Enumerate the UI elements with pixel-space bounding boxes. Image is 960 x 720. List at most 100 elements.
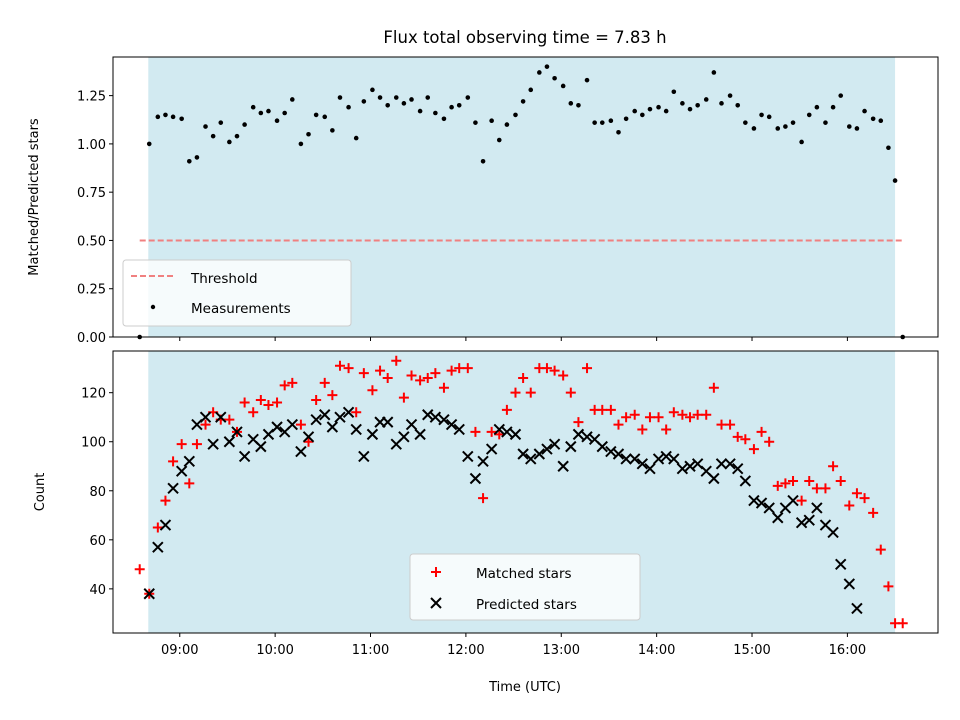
bottom-y-tick-label: 40 [89,583,106,598]
predicted-star-point [612,448,625,460]
matched-star-point [613,419,624,430]
measurement-point [504,122,510,127]
measurement-point [814,104,820,110]
measurement-point [592,120,597,125]
measurement-point [520,99,526,104]
matched-star-point [279,380,290,391]
matched-star-point [438,382,449,393]
measurement-point [830,104,836,110]
matched-star-point [327,390,338,401]
predicted-star-point [715,458,728,470]
predicted-star-point [358,450,370,463]
measurement-point [783,124,788,129]
matched-star-point [844,500,855,511]
measurement-point [480,158,486,164]
measurement-point [799,139,804,145]
matched-star-point [748,444,759,455]
matched-star-point [701,409,712,420]
measurement-point [584,77,590,83]
matched-star-point [358,368,369,379]
measurement-point [599,120,605,125]
predicted-star-point [652,453,665,465]
measurement-point [640,112,645,118]
bottom-legend: Matched stars Predicted stars [409,553,641,621]
matched-star-point [565,387,576,398]
predicted-star-point [183,455,196,468]
matched-star-point [224,414,235,425]
predicted-star-point [366,428,379,441]
measurement-point [576,102,581,108]
bottom-x-axis-label: Time (UTC) [488,680,561,695]
matched-star-point [804,475,815,486]
matched-star-point [168,456,179,467]
matched-star-point [868,507,879,518]
predicted-star-point [763,502,775,514]
matched-star-point [176,439,187,450]
matched-star-point [597,404,608,415]
predicted-star-point [405,418,418,431]
predicted-star-point [748,494,760,507]
matched-star-point [835,475,846,486]
top-axes-frame [112,56,939,338]
matched-star-point [191,439,202,450]
matched-star-point [272,397,283,408]
predicted-star-point [684,460,696,472]
measurement-point [854,126,860,131]
predicted-star-point [501,426,513,438]
measurement-point [441,116,447,122]
matched-star-point [668,407,679,418]
measurement-point [743,120,748,125]
matched-star-point [351,407,362,418]
measurement-point [623,116,629,122]
bottom-x-tick-label: 15:00 [733,643,770,658]
measurement-point [616,130,621,135]
predicted-star-point [477,455,489,468]
predicted-star-point [843,578,856,590]
top-x-ticks [179,337,848,341]
measurement-point [766,114,772,120]
matched-star-point [160,495,171,506]
measurement-point [680,101,685,106]
bottom-x-tick-label: 13:00 [543,643,580,658]
measurement-point [568,101,574,106]
measurement-point [719,101,724,106]
matched-star-point [629,409,640,420]
predicted-star-point [159,519,172,531]
measurement-point [513,112,518,118]
matched-star-point [367,385,378,396]
matched-star-point [255,395,266,406]
matched-star-point [391,355,402,366]
bottom-legend-box [409,553,641,621]
matched-star-point [549,365,560,376]
measurement-point [218,120,224,125]
predicted-star-point [676,462,689,475]
predicted-star-point [565,440,577,453]
matched-star-point [756,426,767,437]
predicted-star-point [533,448,546,460]
predicted-star-point [167,482,179,495]
predicted-star-point [199,411,212,423]
measurement-point [163,112,168,118]
matched-stars-legend-label: Matched stars [476,566,572,582]
predicted-star-point [660,450,672,463]
matched-star-point [716,419,727,430]
measurement-point [870,116,876,122]
predicted-star-point [207,438,219,450]
predicted-star-point [636,458,649,470]
measurement-point [456,102,462,108]
matched-star-point [152,522,163,533]
predicted-star-point [739,475,752,487]
matched-star-point [501,404,512,415]
predicted-star-point [485,443,498,455]
measurement-point [433,110,438,116]
matched-star-point [184,478,195,489]
predicted-star-point [620,453,632,465]
matched-star-point [772,480,783,491]
predicted-star-point [557,460,569,472]
measurement-point [306,131,311,137]
matched-star-point [692,409,703,420]
predicted-star-point [541,443,553,455]
matched-star-point [263,399,274,410]
predicted-star-point [644,462,656,475]
